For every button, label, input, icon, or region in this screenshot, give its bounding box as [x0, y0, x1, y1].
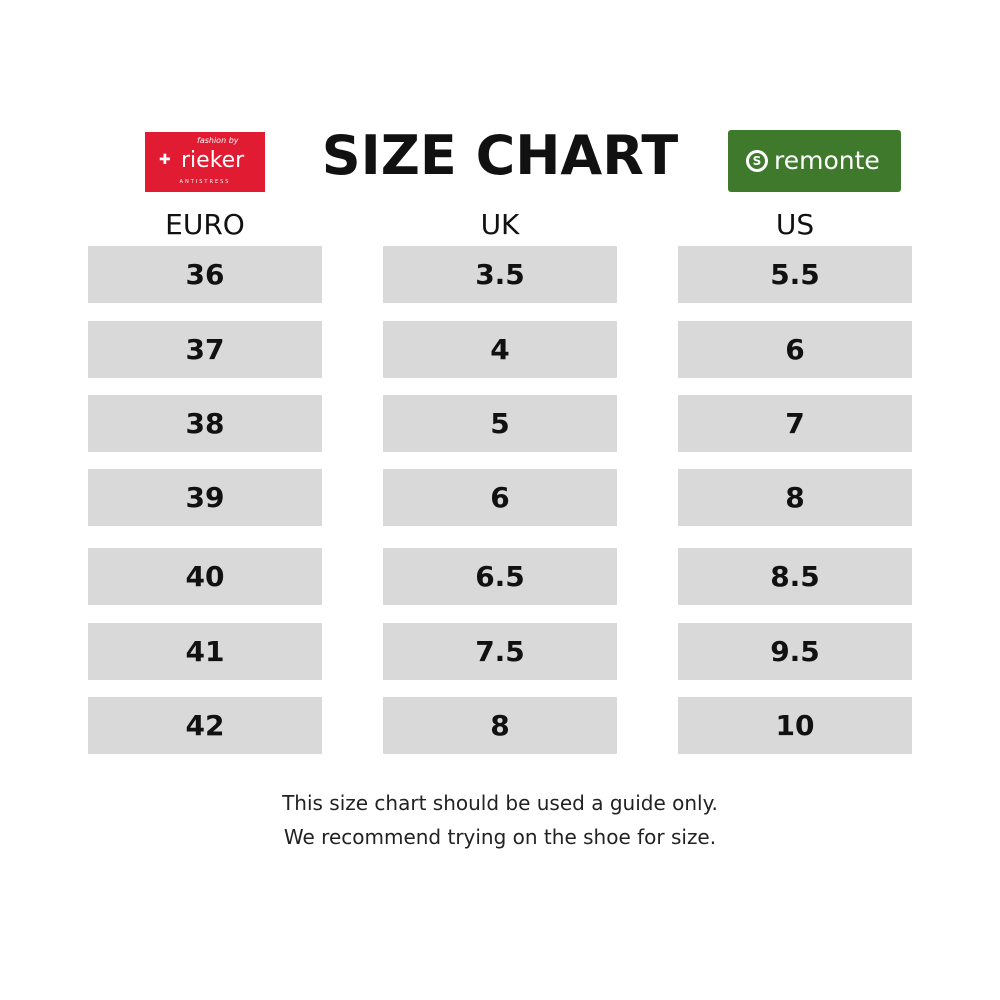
size-cell: 39: [88, 469, 322, 526]
size-cell: 4: [383, 321, 617, 378]
size-cell: 42: [88, 697, 322, 754]
size-cell: 8: [678, 469, 912, 526]
size-cell: 37: [88, 321, 322, 378]
size-cell: 6: [678, 321, 912, 378]
size-column-uk: UK 3.5 4 5 6 6.5 7.5 8: [383, 208, 617, 754]
column-header: EURO: [165, 208, 245, 241]
size-cell: 5: [383, 395, 617, 452]
size-cell: 5.5: [678, 246, 912, 303]
remonte-logo: S remonte: [728, 130, 901, 192]
size-column-us: US 5.5 6 7 8 8.5 9.5 10: [678, 208, 912, 754]
size-cell: 7.5: [383, 623, 617, 680]
remonte-swirl-icon: S: [746, 150, 768, 172]
size-cell: 41: [88, 623, 322, 680]
size-cell: 3.5: [383, 246, 617, 303]
size-cell: 8: [383, 697, 617, 754]
size-cell: 38: [88, 395, 322, 452]
remonte-name: remonte: [774, 146, 880, 175]
rieker-name: rieker: [181, 148, 245, 173]
size-cell: 36: [88, 246, 322, 303]
size-cell: 10: [678, 697, 912, 754]
size-column-euro: EURO 36 37 38 39 40 41 42: [88, 208, 322, 754]
size-cell: 7: [678, 395, 912, 452]
column-header: US: [775, 208, 815, 241]
page-title: SIZE CHART: [321, 124, 679, 187]
rieker-cross-icon: ✚: [159, 152, 171, 168]
rieker-tagline: fashion by: [197, 136, 239, 145]
size-cell: 6: [383, 469, 617, 526]
size-cell: 6.5: [383, 548, 617, 605]
size-cell: 40: [88, 548, 322, 605]
size-cell: 9.5: [678, 623, 912, 680]
rieker-sub: ANTISTRESS: [179, 179, 231, 185]
footer-note-1: This size chart should be used a guide o…: [282, 791, 718, 815]
size-cell: 8.5: [678, 548, 912, 605]
column-header: UK: [480, 208, 520, 241]
footer-note-2: We recommend trying on the shoe for size…: [283, 825, 717, 849]
rieker-logo: ✚ fashion by rieker ANTISTRESS: [145, 132, 265, 192]
